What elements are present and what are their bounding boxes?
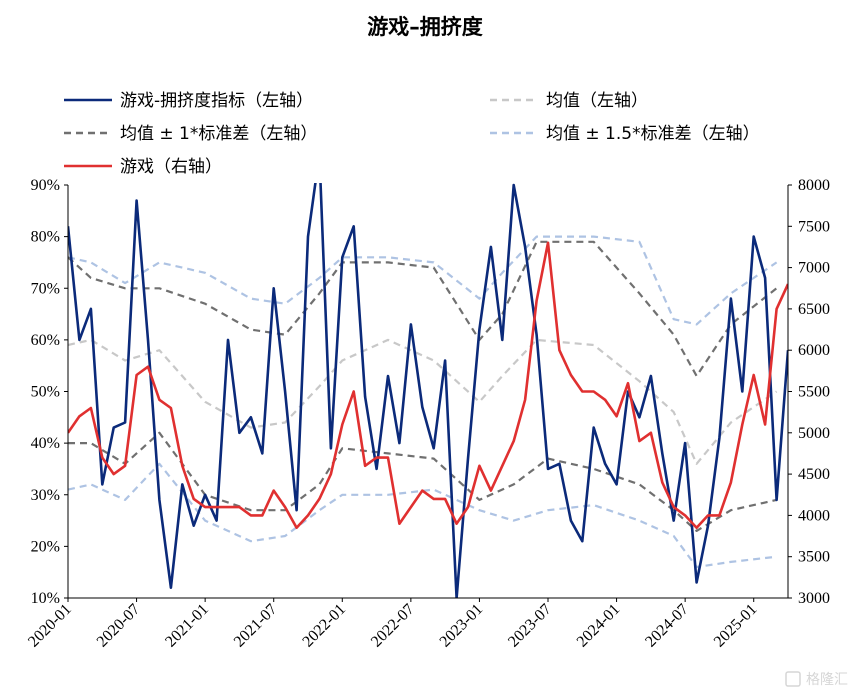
axes: 10% 20% 30% 40% 50% 60% 70% 80% 90% 3000 3500 4000 4… xyxy=(25,177,830,651)
x-tick-label: 2021-07 xyxy=(231,601,281,651)
series-band1-lower xyxy=(68,431,777,533)
y-left-tick-label: 80% xyxy=(31,229,60,246)
y-right-tick-label: 3000 xyxy=(798,590,830,607)
legend-label-game: 游戏（右轴） xyxy=(120,157,222,177)
y-left-tick-label: 40% xyxy=(31,435,60,452)
y-right-tick-label: 8000 xyxy=(798,177,830,194)
y-right-tick-label: 4000 xyxy=(798,507,830,524)
x-tick-label: 2024-01 xyxy=(574,601,624,651)
series-crowd-index xyxy=(68,183,788,598)
watermark-logo-icon xyxy=(785,671,801,687)
legend-label-mean: 均值（左轴） xyxy=(546,91,648,111)
x-tick-label: 2020-01 xyxy=(25,601,75,651)
x-tick-label: 2024-07 xyxy=(642,601,692,651)
legend-label-crowd: 游戏-拥挤度指标（左轴） xyxy=(120,91,313,111)
y-right-tick-label: 7500 xyxy=(798,218,830,235)
series-band1-upper xyxy=(68,240,778,378)
legend: 游戏-拥挤度指标（左轴） 均值（左轴） 均值 ± 1*标准差（左轴） 均值 ± 1.5… xyxy=(64,91,760,177)
y-right-tick-label: 7000 xyxy=(798,260,830,277)
y-left-tick-label: 60% xyxy=(31,332,60,349)
y-left-tick-label: 70% xyxy=(31,280,60,297)
x-tick-label: 2025-01 xyxy=(711,601,761,651)
legend-label-band1: 均值 ± 1*标准差（左轴） xyxy=(120,124,317,144)
x-tick-label: 2022-07 xyxy=(368,601,418,651)
y-right-tick-label: 5000 xyxy=(798,425,830,442)
series-game-index xyxy=(68,241,788,530)
x-tick-label: 2023-07 xyxy=(505,601,555,651)
series-band15-upper xyxy=(68,235,778,326)
y-left-tick-label: 10% xyxy=(31,590,60,607)
y-left-tick-label: 20% xyxy=(31,538,60,555)
x-tick-label: 2023-01 xyxy=(437,601,487,651)
x-tick-label: 2020-07 xyxy=(94,601,144,651)
y-right-tick-label: 6000 xyxy=(798,342,830,359)
watermark-text: 格隆汇 xyxy=(806,672,848,688)
legend-label-band15: 均值 ± 1.5*标准差（左轴） xyxy=(546,124,760,144)
y-right-tick-label: 6500 xyxy=(798,301,830,318)
chart-title: 游戏–拥挤度 xyxy=(367,15,483,39)
y-right-tick-label: 3500 xyxy=(798,549,830,566)
series-layer xyxy=(68,183,788,598)
y-left-tick-label: 90% xyxy=(31,177,60,194)
watermark: 格隆汇 xyxy=(785,671,848,688)
series-group xyxy=(68,183,788,598)
y-left-tick-label: 50% xyxy=(31,384,60,401)
y-right-tick-label: 4500 xyxy=(798,466,830,483)
x-tick-label: 2022-01 xyxy=(299,601,349,651)
series-mean xyxy=(68,338,778,465)
y-right-tick-label: 5500 xyxy=(798,384,830,401)
x-tick-label: 2021-01 xyxy=(162,601,212,651)
y-left-tick-label: 30% xyxy=(31,487,60,504)
series-band15-lower xyxy=(68,462,777,569)
